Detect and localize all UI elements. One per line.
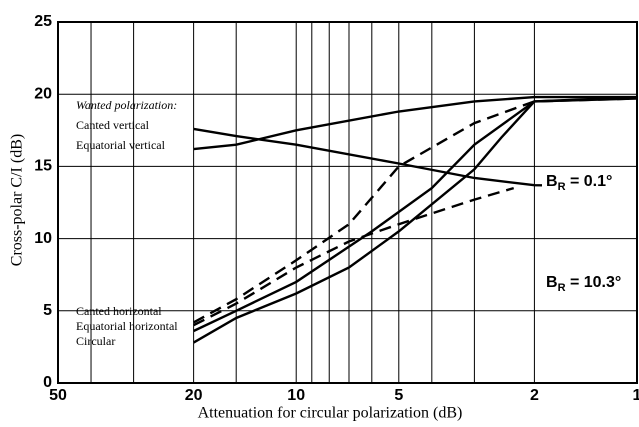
y-tick-label: 0 <box>43 374 52 391</box>
annotation-subscript: R <box>558 282 566 294</box>
annotation-bg <box>542 170 636 196</box>
y-tick-label: 15 <box>34 158 52 175</box>
annotation: BR = 0.1° <box>546 173 612 193</box>
legend-label: Circular <box>76 334 115 348</box>
x-tick-label: 50 <box>49 387 67 404</box>
annotation-symbol: B <box>546 274 558 291</box>
line-series <box>193 186 515 327</box>
y-tick-label: 10 <box>34 230 52 247</box>
x-tick-label: 20 <box>185 387 203 404</box>
x-tick-label: 10 <box>287 387 305 404</box>
legend-label: Equatorial horizontal <box>76 319 178 333</box>
legend-label: Canted vertical <box>76 118 150 132</box>
line-series <box>193 127 638 188</box>
line-series <box>193 95 638 333</box>
annotation-text: = 10.3° <box>566 274 622 291</box>
line-series <box>192 97 638 344</box>
annotation-subscript: R <box>558 181 566 193</box>
x-tick-label: 1 <box>633 387 639 404</box>
annotation: BR = 10.3° <box>546 274 621 294</box>
line-series <box>193 97 638 324</box>
x-tick-label: 2 <box>530 387 539 404</box>
y-axis-label: Cross-polar C/I (dB) <box>9 134 26 266</box>
x-axis-label: Attenuation for circular polarization (d… <box>198 405 463 422</box>
legend-label: Equatorial vertical <box>76 138 166 152</box>
annotation-symbol: B <box>546 173 558 190</box>
line-series <box>193 95 637 151</box>
y-tick-label: 25 <box>34 13 52 30</box>
y-tick-label: 5 <box>43 302 52 319</box>
legend-label: Canted horizontal <box>76 304 162 318</box>
legend-title: Wanted polarization: <box>76 98 177 112</box>
annotation-bg <box>542 271 636 297</box>
x-tick-label: 5 <box>394 387 403 404</box>
plot-frame <box>57 21 638 384</box>
annotation-text: = 0.1° <box>566 173 613 190</box>
y-tick-label: 20 <box>34 85 52 102</box>
